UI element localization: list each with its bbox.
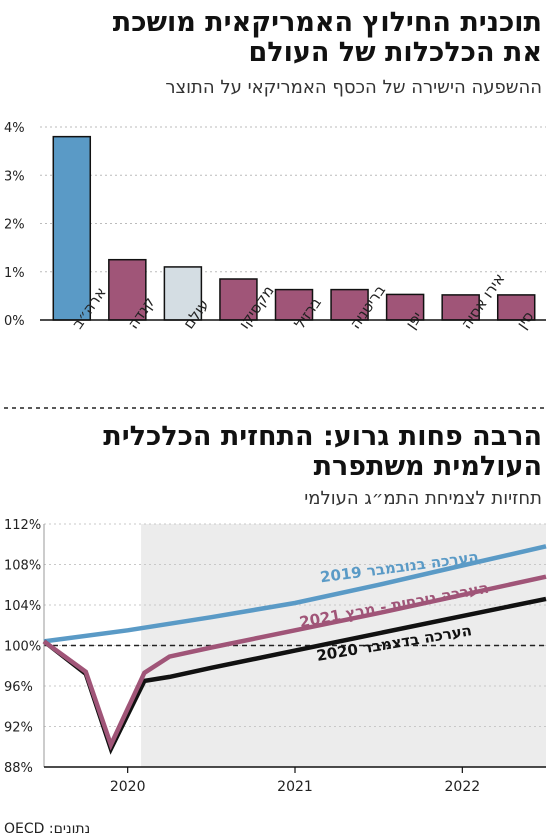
top-subtitle: ההשפעה הישירה של הכסף האמריקאי על התוצר [165,77,542,98]
line-ytick-label: 96% [4,680,33,695]
series-nov-2019-line [43,544,547,644]
line-ytick-label: 100% [4,640,41,655]
bar-ytick-label: 4% [4,121,25,136]
bottom-title-line2: העולמית משתפרת [313,451,542,482]
bottom-subtitle: תחזיות לצמיחת התמ״ג העולמי [304,488,542,509]
line-xtick-label: 2022 [445,779,481,795]
line-ytick-label: 108% [4,559,41,574]
line-chart: 88%92%96%100%104%108%112%2020 2021 2022הער… [4,518,547,795]
bar-ytick-label: 2% [4,218,25,233]
top-title-line1: תוכנית החילוץ האמריקאית מושכת [112,7,542,38]
bar-ytick-label: 1% [4,266,25,281]
source-note: נתונים: OECD [4,821,91,837]
line-xtick-label: 2021 [277,779,313,795]
line-ytick-label: 92% [4,721,33,736]
bar [330,288,369,321]
bottom-title-line1: הרבה פחות גרוע: התחזית הכלכלית [103,421,542,452]
bar [52,135,92,321]
line-ytick-label: 104% [4,599,41,614]
bar [274,288,314,321]
bar [496,294,536,321]
series-mar-2021-line [42,574,547,751]
section-divider [4,407,546,409]
line-xtick-label: 2020 [110,779,146,795]
top-title-line2: את הכלכלות של העולם [248,37,542,68]
line-ytick-label: 88% [4,761,33,776]
bar-ytick-label: 3% [4,169,25,184]
bar [219,278,258,321]
line-ytick-label: 112% [4,518,41,533]
bar-chart: 0%1%2%3%4%ארה״ב קנדה עולם מקסיקו ברזיל בריטני… [4,121,546,332]
bar-ytick-label: 0% [4,314,25,329]
